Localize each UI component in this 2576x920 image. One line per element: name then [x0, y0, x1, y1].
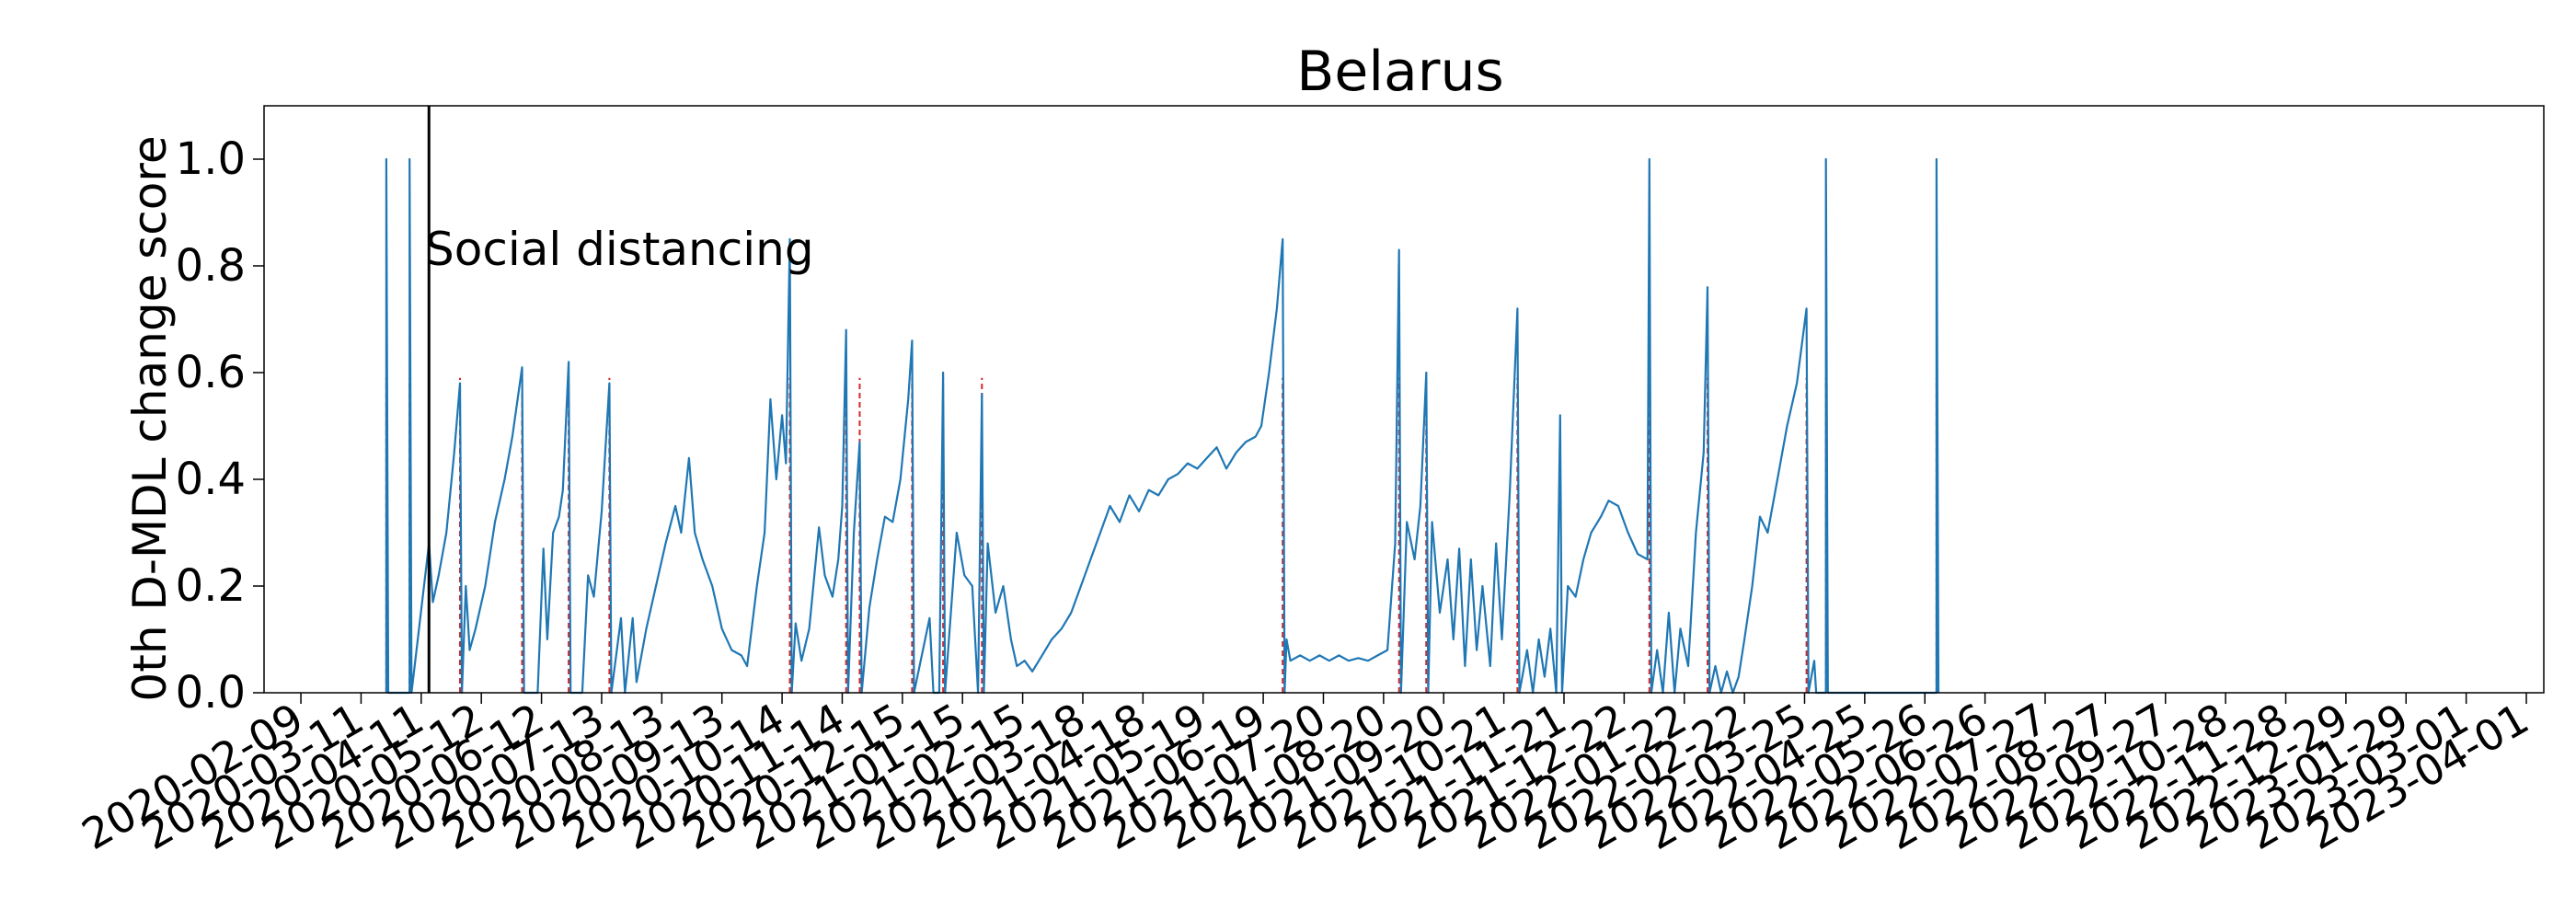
y-tick-label: 0.4: [176, 454, 246, 505]
y-axis-label: 0th D-MDL change score: [123, 135, 177, 701]
annotation-layer: Social distancing: [425, 223, 814, 276]
plot-frame: [263, 105, 2545, 694]
y-tick-label: 0.2: [176, 560, 246, 612]
y-tick-label: 0.8: [176, 240, 246, 292]
plot-area: [385, 106, 1940, 695]
annotation-social-distancing: Social distancing: [425, 223, 814, 276]
y-tick-label: 1.0: [176, 133, 246, 185]
series-line: [385, 157, 1940, 695]
y-tick-label: 0.0: [176, 667, 246, 719]
axes: 0.00.20.40.60.81.02020-02-092020-03-1120…: [74, 133, 2536, 859]
chart-title: Belarus: [1296, 40, 1503, 104]
y-tick-label: 0.6: [176, 347, 246, 398]
